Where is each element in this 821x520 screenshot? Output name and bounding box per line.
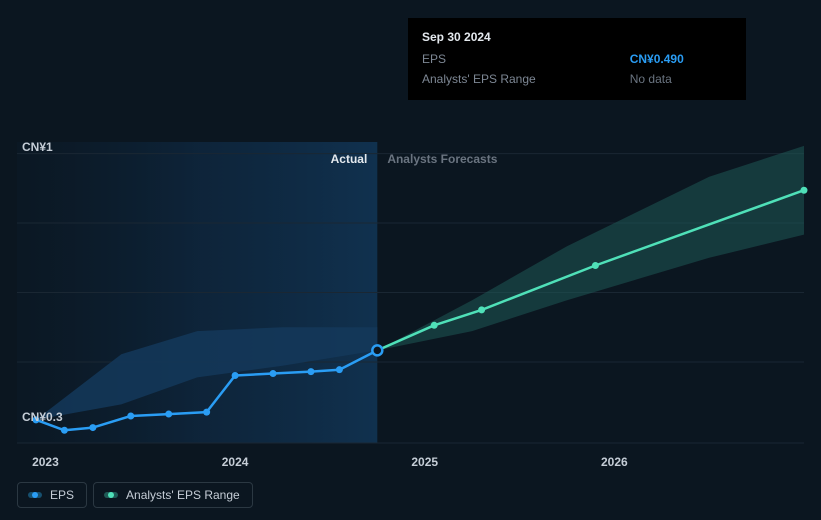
eps-forecast-marker [478,306,485,313]
legend-item[interactable]: EPS [17,482,87,508]
tooltip-row-value: No data [610,70,732,90]
eps-actual-marker [232,372,239,379]
tooltip-row-value: CN¥0.490 [610,50,732,70]
eps-forecast-marker [801,187,808,194]
actual-region-label: Actual [331,152,368,166]
tooltip-row: EPSCN¥0.490 [422,50,732,70]
x-axis-tick: 2024 [222,455,249,469]
legend-swatch-icon [28,492,42,498]
eps-actual-marker [270,370,277,377]
tooltip-row: Analysts' EPS RangeNo data [422,70,732,90]
eps-actual-marker [307,368,314,375]
chart-legend: EPS Analysts' EPS Range [17,482,253,508]
eps-actual-marker [203,409,210,416]
forecast-range-area [377,146,804,351]
legend-swatch-icon [104,492,118,498]
x-axis-tick: 2023 [32,455,59,469]
forecast-region-label: Analysts Forecasts [387,152,497,166]
legend-dot-icon [108,492,114,498]
tooltip-date: Sep 30 2024 [422,28,732,46]
legend-item-label: EPS [50,488,74,502]
eps-forecast-marker [431,322,438,329]
tooltip-row-label: EPS [422,50,610,70]
eps-actual-marker [165,411,172,418]
y-axis-label: CN¥0.3 [22,410,63,424]
legend-item-label: Analysts' EPS Range [126,488,240,502]
x-axis-tick: 2026 [601,455,628,469]
eps-actual-marker [89,424,96,431]
eps-actual-marker [336,366,343,373]
eps-highlight-marker [372,345,382,355]
legend-dot-icon [32,492,38,498]
eps-actual-marker [61,427,68,434]
y-axis-label: CN¥1 [22,140,53,154]
legend-item[interactable]: Analysts' EPS Range [93,482,253,508]
tooltip-row-label: Analysts' EPS Range [422,70,610,90]
x-axis-tick: 2025 [411,455,438,469]
chart-tooltip: Sep 30 2024 EPSCN¥0.490Analysts' EPS Rang… [408,18,746,100]
eps-actual-marker [127,412,134,419]
eps-forecast-marker [592,262,599,269]
tooltip-table: EPSCN¥0.490Analysts' EPS RangeNo data [422,50,732,90]
